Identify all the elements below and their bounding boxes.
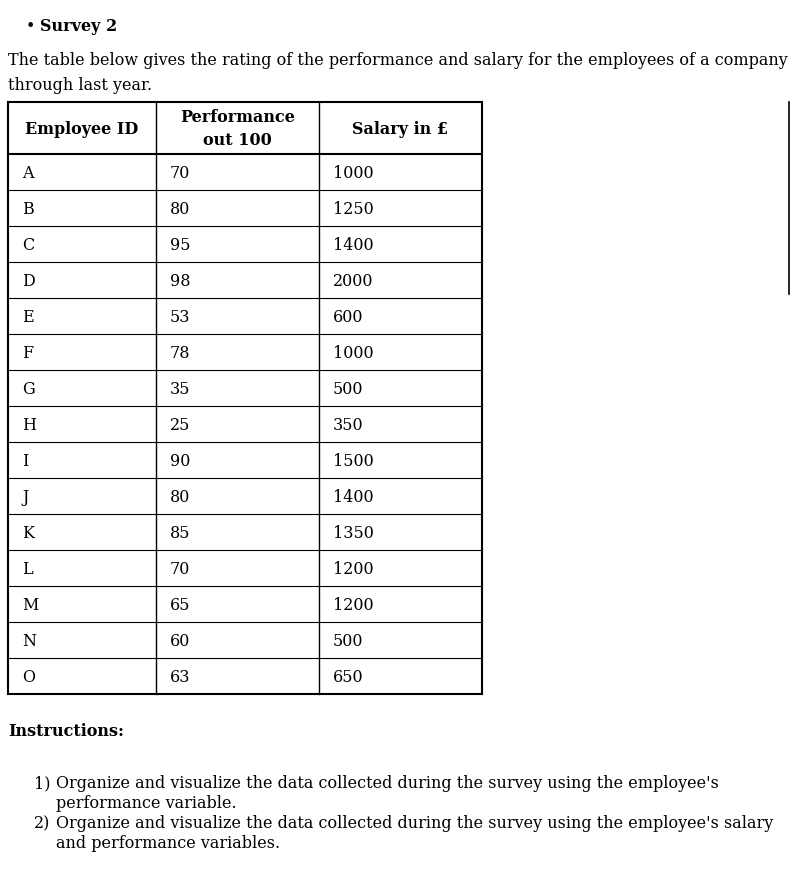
Text: Organize and visualize the data collected during the survey using the employee's: Organize and visualize the data collecte… [56, 814, 774, 831]
Text: 1200: 1200 [333, 560, 374, 577]
Text: Instructions:: Instructions: [8, 722, 124, 739]
Text: 1250: 1250 [333, 200, 374, 217]
Text: 500: 500 [333, 632, 363, 649]
Text: Survey 2: Survey 2 [40, 18, 117, 35]
Text: Organize and visualize the data collected during the survey using the employee's: Organize and visualize the data collecte… [56, 774, 719, 791]
Text: A: A [22, 164, 33, 182]
Text: F: F [22, 344, 33, 361]
Text: 500: 500 [333, 380, 363, 397]
Text: 78: 78 [170, 344, 191, 361]
Text: 35: 35 [170, 380, 191, 397]
Text: 63: 63 [170, 668, 191, 685]
Text: H: H [22, 416, 36, 433]
Text: N: N [22, 632, 36, 649]
Text: 98: 98 [170, 272, 191, 289]
Text: 1000: 1000 [333, 344, 374, 361]
Text: •: • [26, 18, 35, 35]
Text: 1500: 1500 [333, 452, 374, 469]
Text: 600: 600 [333, 308, 363, 325]
Text: 95: 95 [170, 237, 191, 253]
Text: M: M [22, 595, 38, 613]
Text: 80: 80 [170, 200, 190, 217]
Text: 1400: 1400 [333, 237, 374, 253]
Text: 1): 1) [34, 774, 51, 791]
Text: E: E [22, 308, 33, 325]
Text: Performance
out 100: Performance out 100 [180, 109, 295, 149]
Text: C: C [22, 237, 34, 253]
Text: 60: 60 [170, 632, 190, 649]
Text: 2): 2) [34, 814, 50, 831]
Text: 1350: 1350 [333, 524, 374, 540]
Text: B: B [22, 200, 33, 217]
Text: 70: 70 [170, 560, 190, 577]
Text: 65: 65 [170, 595, 191, 613]
Text: J: J [22, 488, 29, 505]
Text: G: G [22, 380, 35, 397]
Text: 85: 85 [170, 524, 191, 540]
Text: K: K [22, 524, 34, 540]
Text: 350: 350 [333, 416, 363, 433]
Text: Employee ID: Employee ID [25, 120, 138, 137]
Text: and performance variables.: and performance variables. [56, 834, 280, 851]
Text: O: O [22, 668, 35, 685]
Text: 1200: 1200 [333, 595, 374, 613]
Text: The table below gives the rating of the performance and salary for the employees: The table below gives the rating of the … [8, 52, 788, 94]
Text: Salary in £: Salary in £ [352, 120, 448, 137]
Text: D: D [22, 272, 35, 289]
Text: 80: 80 [170, 488, 190, 505]
Text: I: I [22, 452, 29, 469]
Text: 90: 90 [170, 452, 190, 469]
Text: 70: 70 [170, 164, 190, 182]
Text: 53: 53 [170, 308, 191, 325]
Text: 1400: 1400 [333, 488, 374, 505]
Text: 650: 650 [333, 668, 363, 685]
Text: 1000: 1000 [333, 164, 374, 182]
Text: 25: 25 [170, 416, 190, 433]
Text: performance variable.: performance variable. [56, 794, 237, 811]
Text: 2000: 2000 [333, 272, 374, 289]
Text: L: L [22, 560, 33, 577]
